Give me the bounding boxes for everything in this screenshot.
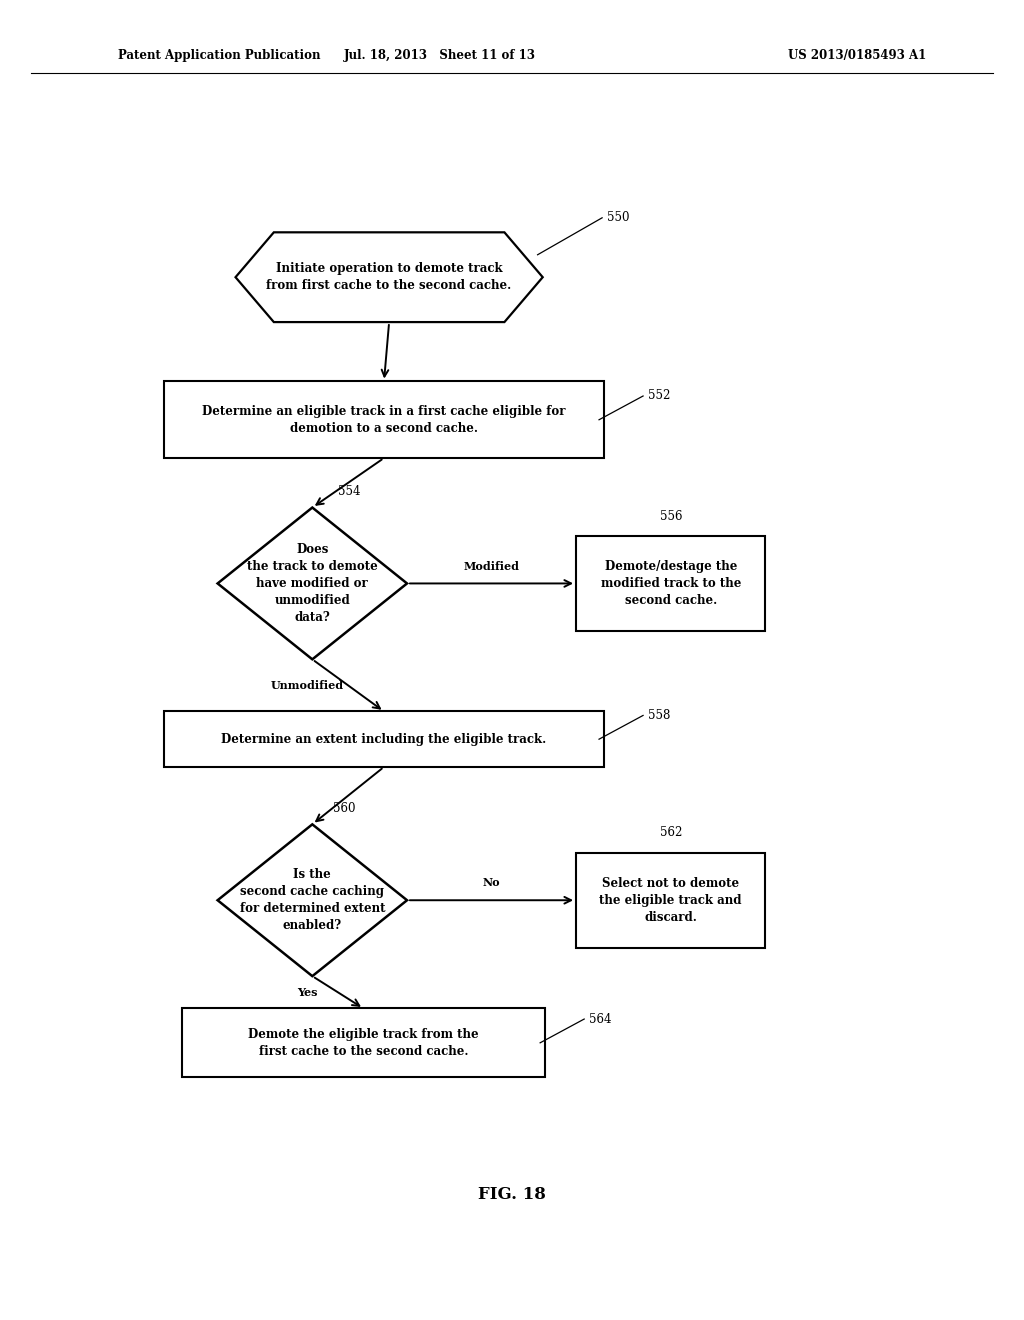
Text: 562: 562 <box>660 826 683 840</box>
Text: Yes: Yes <box>297 987 317 998</box>
Bar <box>575 536 766 631</box>
Text: Select not to demote
the eligible track and
discard.: Select not to demote the eligible track … <box>599 876 742 924</box>
Text: Determine an eligible track in a first cache eligible for
demotion to a second c: Determine an eligible track in a first c… <box>203 405 565 434</box>
Text: 552: 552 <box>648 389 671 403</box>
Text: 560: 560 <box>333 803 355 814</box>
Text: Jul. 18, 2013   Sheet 11 of 13: Jul. 18, 2013 Sheet 11 of 13 <box>344 49 537 62</box>
Text: Demote the eligible track from the
first cache to the second cache.: Demote the eligible track from the first… <box>248 1028 479 1057</box>
Polygon shape <box>236 232 543 322</box>
Text: US 2013/0185493 A1: US 2013/0185493 A1 <box>788 49 927 62</box>
Bar <box>575 853 766 948</box>
Text: FIG. 18: FIG. 18 <box>478 1187 546 1203</box>
Text: Initiate operation to demote track
from first cache to the second cache.: Initiate operation to demote track from … <box>266 263 512 292</box>
Bar <box>182 1008 545 1077</box>
Text: Is the
second cache caching
for determined extent
enabled?: Is the second cache caching for determin… <box>240 869 385 932</box>
Text: 558: 558 <box>648 709 671 722</box>
Text: Modified: Modified <box>464 561 519 572</box>
Text: Does
the track to demote
have modified or
unmodified
data?: Does the track to demote have modified o… <box>247 543 378 624</box>
Text: 554: 554 <box>338 486 360 498</box>
Text: Determine an extent including the eligible track.: Determine an extent including the eligib… <box>221 733 547 746</box>
Bar <box>164 711 604 767</box>
Polygon shape <box>217 507 407 659</box>
Text: Patent Application Publication: Patent Application Publication <box>118 49 321 62</box>
Text: Demote/destage the
modified track to the
second cache.: Demote/destage the modified track to the… <box>600 560 741 607</box>
Text: 550: 550 <box>607 211 630 224</box>
Bar <box>164 381 604 458</box>
Text: 556: 556 <box>660 510 683 523</box>
Text: 564: 564 <box>590 1012 611 1026</box>
Text: Unmodified: Unmodified <box>270 680 344 690</box>
Text: No: No <box>482 878 501 888</box>
Polygon shape <box>217 824 407 977</box>
